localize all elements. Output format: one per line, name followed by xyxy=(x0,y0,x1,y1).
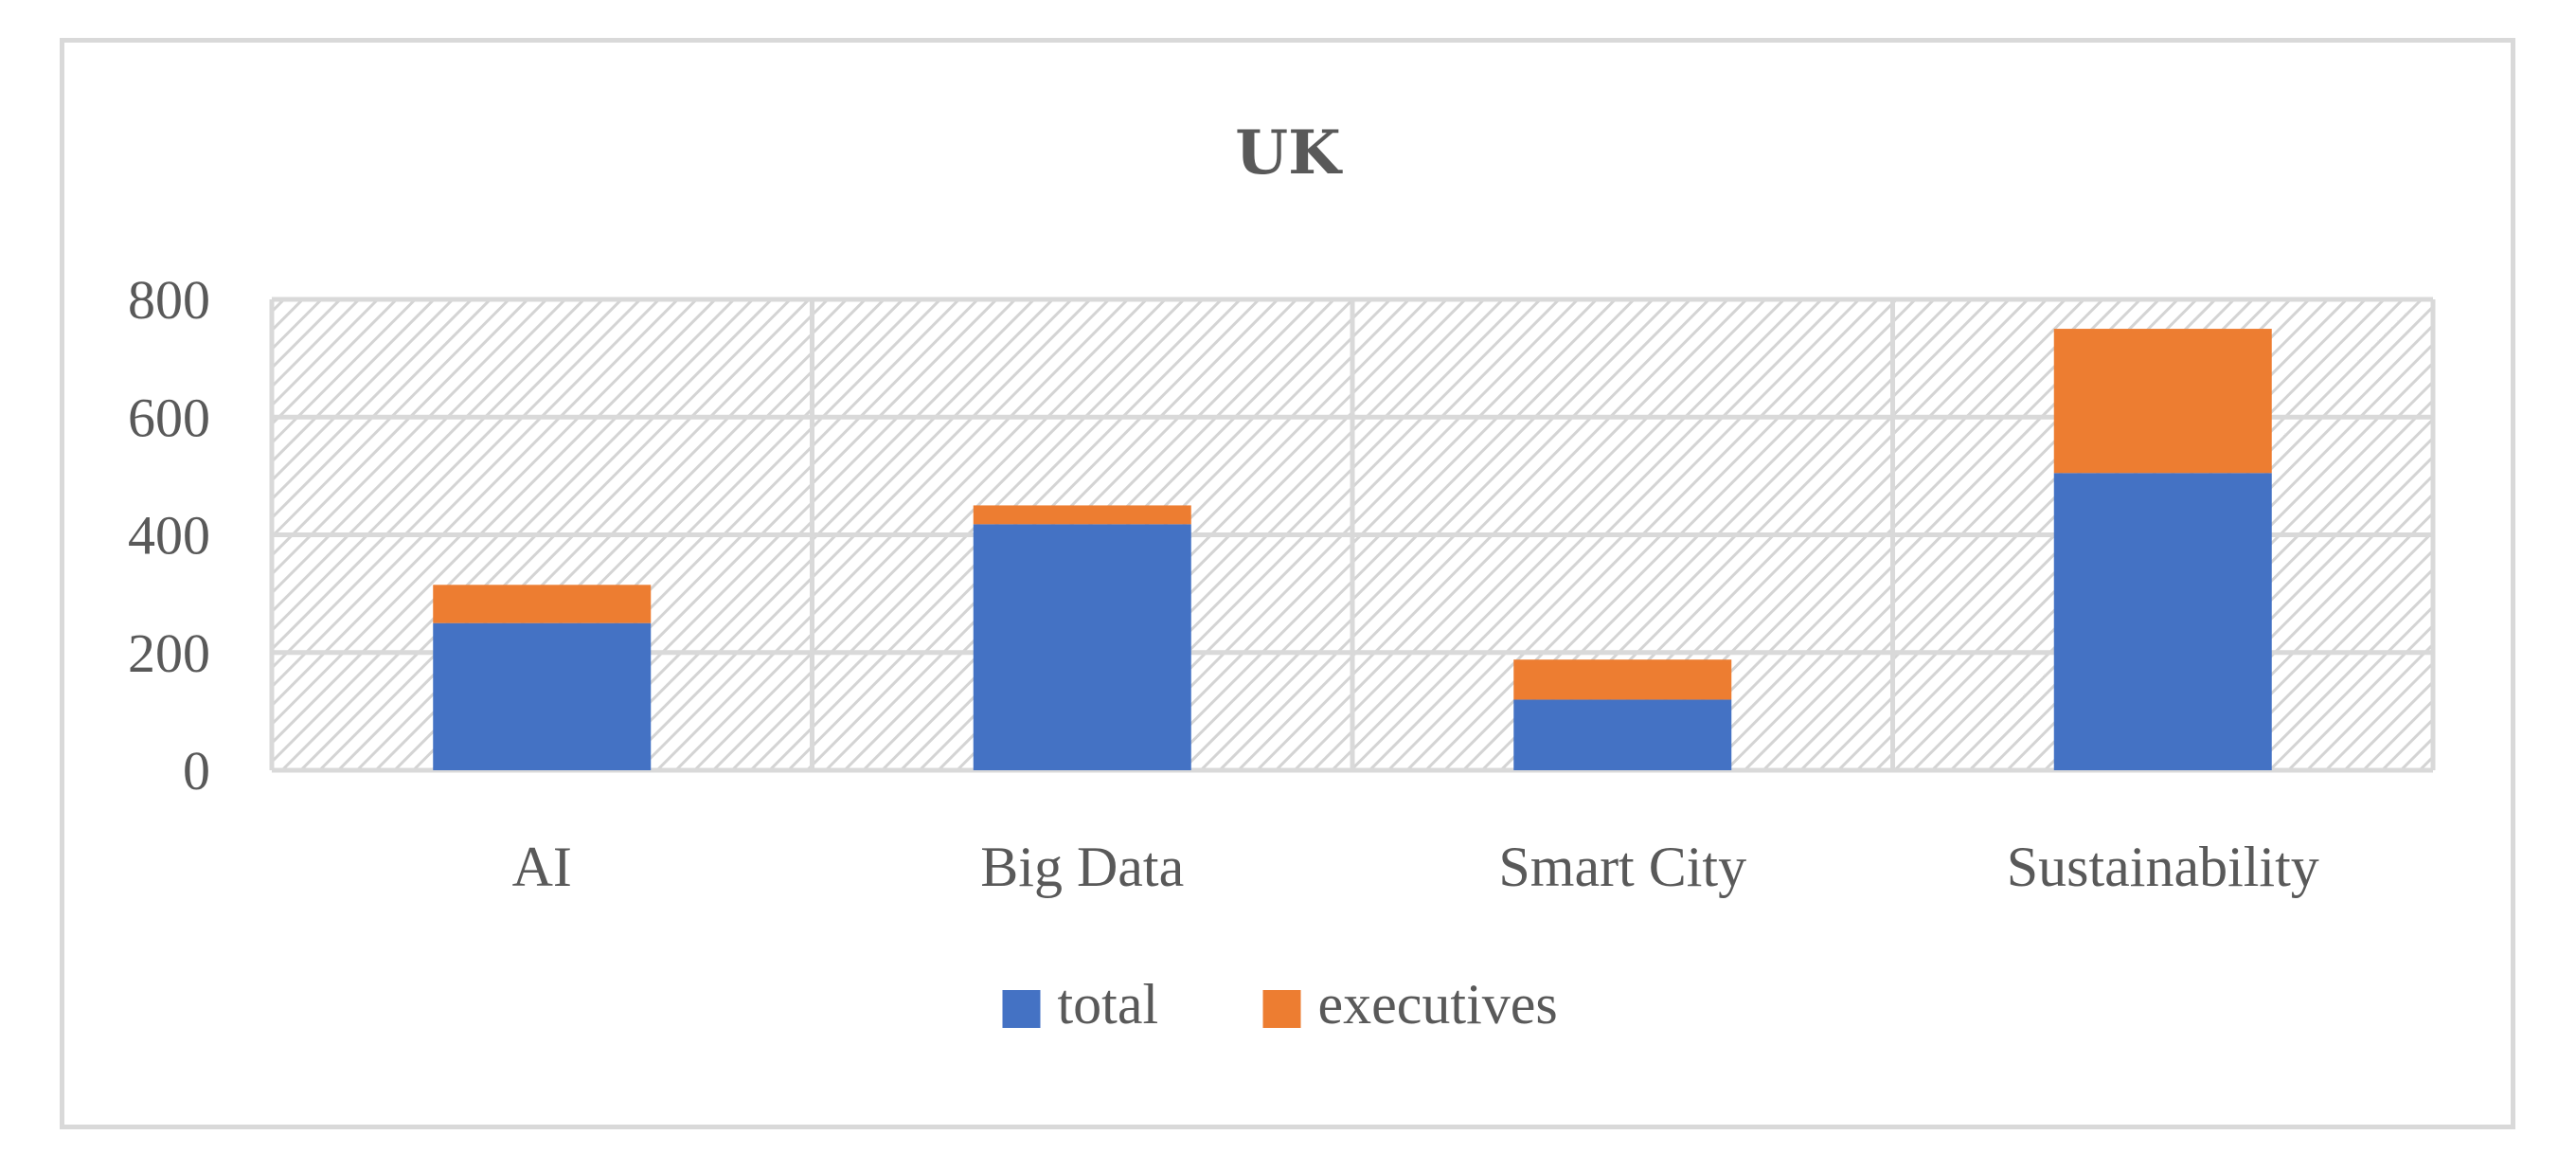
x-category-label: Sustainability xyxy=(2007,836,2319,898)
y-tick-label: 600 xyxy=(128,387,210,448)
legend-label: executives xyxy=(1318,973,1558,1036)
x-category-label: Big Data xyxy=(980,836,1184,898)
y-tick-label: 400 xyxy=(128,505,210,567)
bar-total xyxy=(2053,473,2272,770)
y-tick-label: 0 xyxy=(183,740,210,802)
bar-executives xyxy=(1513,659,1732,700)
bar-executives xyxy=(433,585,652,623)
legend-label: total xyxy=(1058,973,1159,1036)
x-category-label: AI xyxy=(512,836,572,898)
legend-swatch xyxy=(1262,990,1301,1028)
y-tick-label: 200 xyxy=(128,622,210,684)
x-category-label: Smart City xyxy=(1498,836,1746,898)
bar-total xyxy=(1513,699,1732,770)
y-tick-label: 800 xyxy=(128,269,210,331)
bar-total xyxy=(973,524,1191,770)
y-axis-ticks: 0 200 400 600 800 xyxy=(128,269,210,802)
x-axis-labels: AI Big Data Smart City Sustainability xyxy=(512,836,2319,898)
bar-total xyxy=(433,622,652,770)
chart-title: UK xyxy=(1235,117,1343,189)
bars xyxy=(433,329,2272,770)
legend-swatch xyxy=(1002,990,1041,1028)
bar-executives xyxy=(2053,329,2272,474)
bar-executives xyxy=(973,505,1191,525)
legend: total executives xyxy=(1002,973,1558,1036)
